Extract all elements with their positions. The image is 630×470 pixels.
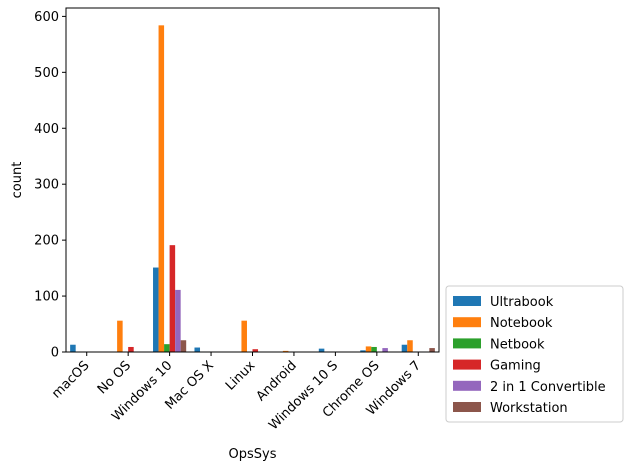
bar	[365, 346, 372, 352]
bar	[252, 349, 259, 352]
x-tick-label: Linux	[223, 358, 259, 394]
bar	[282, 350, 289, 352]
legend-swatch	[453, 296, 481, 306]
bar	[241, 320, 247, 352]
plot-frame	[65, 7, 440, 353]
bar	[318, 348, 325, 352]
legend-label: Netbook	[490, 337, 545, 352]
y-tick-label: 100	[34, 290, 59, 305]
bar	[407, 340, 413, 352]
bars-group	[70, 25, 435, 353]
y-tick-label: 600	[34, 10, 59, 25]
bar	[194, 347, 201, 352]
bar	[360, 350, 366, 352]
legend-label: Gaming	[490, 359, 541, 374]
bar	[429, 348, 435, 352]
bar	[117, 320, 123, 352]
bar	[180, 340, 187, 352]
y-tick-label: 200	[34, 234, 59, 249]
y-axis: 0 100 200 300 400 500 600	[34, 10, 66, 361]
legend-label: 2 in 1 Convertible	[490, 380, 606, 395]
bar	[401, 344, 408, 352]
y-tick-label: 300	[34, 178, 59, 193]
x-axis-title: OpsSys	[229, 447, 277, 462]
legend-box	[445, 285, 624, 423]
legend-swatch	[453, 380, 481, 391]
legend-label: Notebook	[490, 316, 553, 331]
y-tick-label: 500	[34, 66, 59, 81]
bar	[158, 25, 165, 353]
bar	[70, 344, 76, 352]
legend-label: Workstation	[490, 401, 568, 416]
bar	[153, 267, 159, 352]
y-axis-title: count	[10, 162, 25, 199]
bar	[128, 346, 134, 352]
bar	[169, 245, 176, 352]
bar	[164, 344, 170, 352]
bar	[371, 346, 377, 352]
x-tick-label: No OS	[95, 358, 134, 397]
legend-label: Ultrabook	[490, 295, 554, 310]
legend-swatch	[453, 359, 481, 370]
x-tick-label: macOS	[49, 358, 92, 401]
y-tick-label: 0	[51, 346, 59, 361]
legend-swatch	[453, 402, 481, 412]
bar	[175, 289, 181, 352]
bar	[382, 348, 388, 352]
legend-swatch	[453, 338, 481, 349]
legend-swatch	[453, 317, 481, 328]
legend: Ultrabook Notebook Netbook Gaming 2 in 1 Con…	[445, 285, 624, 423]
y-tick-label: 400	[34, 122, 59, 137]
